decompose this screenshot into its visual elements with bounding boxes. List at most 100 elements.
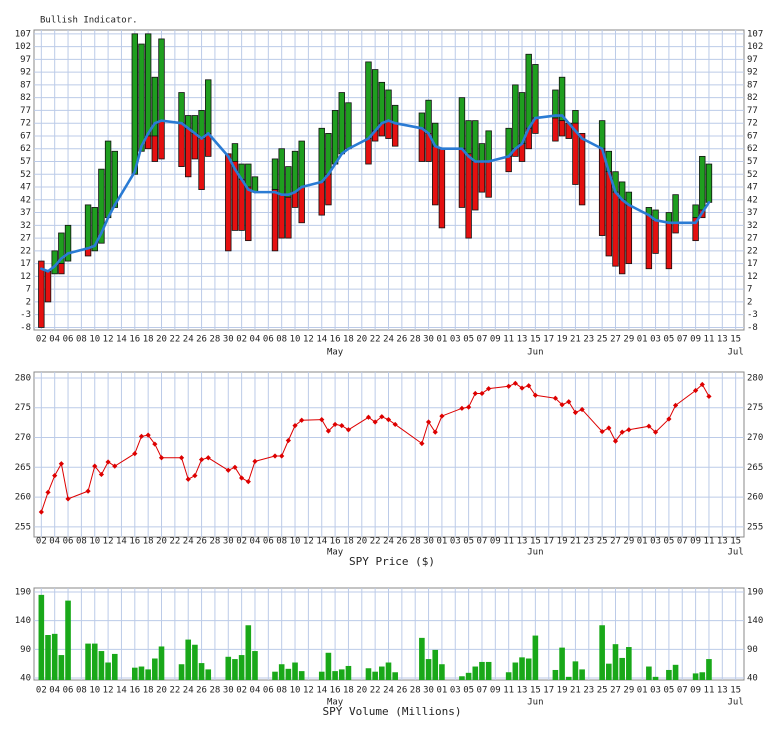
x-tick-label: 04 xyxy=(49,537,60,547)
indicator-line xyxy=(647,213,657,222)
price-line xyxy=(207,457,229,471)
x-tick-label: 16 xyxy=(330,686,341,696)
x-tick-label: 22 xyxy=(169,686,180,696)
indicator-bar xyxy=(385,120,392,139)
y-tick-label-right: 32 xyxy=(747,221,758,231)
volume-bar xyxy=(485,661,492,680)
month-label: Jul xyxy=(728,548,744,558)
price-line xyxy=(287,425,296,442)
x-tick-label: 03 xyxy=(450,537,461,547)
y-tick-label: 280 xyxy=(15,373,31,383)
x-tick-label: 01 xyxy=(637,686,648,696)
indicator-bar xyxy=(505,155,512,173)
x-tick-label: 15 xyxy=(730,537,741,547)
indicator-line xyxy=(100,216,110,235)
x-axis-label: SPY Volume (Millions) xyxy=(322,705,461,718)
indicator-line xyxy=(140,132,150,148)
indicator-bar xyxy=(645,214,653,270)
indicator-line xyxy=(240,178,250,191)
month-label: May xyxy=(327,548,344,558)
indicator-line xyxy=(347,137,370,151)
price-line xyxy=(114,453,136,467)
price-line xyxy=(154,443,163,459)
price-line xyxy=(40,491,49,513)
price-line xyxy=(668,404,677,420)
x-tick-label: 18 xyxy=(143,335,154,345)
y-tick-label-right: 270 xyxy=(747,433,763,443)
price-marker xyxy=(178,455,185,461)
x-tick-label: 01 xyxy=(436,686,447,696)
price-line xyxy=(87,465,96,492)
indicator-bar xyxy=(598,148,606,236)
price-line xyxy=(281,440,289,457)
y-tick-label-right: 280 xyxy=(747,373,763,383)
indicator-line xyxy=(66,246,90,255)
indicator-bar xyxy=(225,153,232,252)
y-tick-label-right: 140 xyxy=(747,616,763,626)
y-tick-label-right: 2 xyxy=(747,297,752,307)
volume-bar xyxy=(672,664,679,680)
price-line xyxy=(247,460,256,483)
price-line xyxy=(321,419,329,432)
x-tick-label: 15 xyxy=(730,335,741,345)
price-marker xyxy=(606,425,612,431)
volume-bar xyxy=(385,662,392,680)
price-marker xyxy=(512,380,518,386)
y-tick-label-right: 275 xyxy=(747,403,763,413)
x-tick-label: 07 xyxy=(477,335,488,345)
indicator-line xyxy=(320,172,330,184)
x-tick-label: 26 xyxy=(396,335,407,345)
price-marker xyxy=(325,428,332,434)
x-tick-label: 25 xyxy=(597,537,608,547)
indicator-bar xyxy=(104,140,112,219)
x-tick-label: 14 xyxy=(116,686,127,696)
x-tick-label: 22 xyxy=(370,686,381,696)
x-tick-label: 28 xyxy=(209,686,220,696)
volume-bar xyxy=(512,662,519,680)
x-tick-label: 03 xyxy=(650,335,661,345)
indicator-line xyxy=(373,121,384,133)
indicator-bar xyxy=(245,186,252,242)
y-tick-label: 52 xyxy=(20,170,31,180)
indicator-line xyxy=(226,155,237,171)
indicator-bar xyxy=(371,69,379,132)
x-tick-label: 15 xyxy=(530,537,541,547)
x-tick-label: 20 xyxy=(156,537,167,547)
indicator-line xyxy=(600,147,611,174)
y-tick-label: 2 xyxy=(26,297,31,307)
x-tick-label: 14 xyxy=(316,537,327,547)
x-tick-label: 04 xyxy=(49,686,60,696)
volume-bar xyxy=(472,666,479,680)
y-tick-label-right: 90 xyxy=(747,645,758,655)
price-marker xyxy=(38,509,44,515)
volume-bar xyxy=(552,669,559,680)
y-tick-label-right: 102 xyxy=(747,42,763,52)
y-tick-label: 62 xyxy=(20,144,31,154)
indicator-line xyxy=(567,121,577,133)
price-line xyxy=(301,419,323,421)
price-marker xyxy=(319,417,325,423)
indicator-bar xyxy=(245,163,252,188)
indicator-bar xyxy=(198,138,205,190)
price-line xyxy=(534,394,556,399)
price-marker xyxy=(439,413,445,419)
x-tick-label: 12 xyxy=(103,686,114,696)
volume-bar xyxy=(525,658,532,680)
price-marker xyxy=(345,427,352,433)
price-marker xyxy=(192,473,198,479)
price-marker xyxy=(252,458,258,464)
indicator-bar xyxy=(605,171,613,257)
volume-bar xyxy=(298,671,305,680)
indicator-bar xyxy=(472,120,479,162)
price-marker xyxy=(552,395,559,401)
price-marker xyxy=(559,402,565,408)
volume-bar xyxy=(425,659,432,680)
y-tick-label-right: 87 xyxy=(747,80,758,90)
indicator-bar xyxy=(478,161,486,193)
price-marker xyxy=(292,423,298,429)
x-tick-label: 04 xyxy=(250,335,261,345)
volume-bar xyxy=(325,652,332,680)
price-line xyxy=(441,407,463,417)
x-tick-label: 30 xyxy=(223,335,234,345)
volume-bar xyxy=(652,676,659,680)
